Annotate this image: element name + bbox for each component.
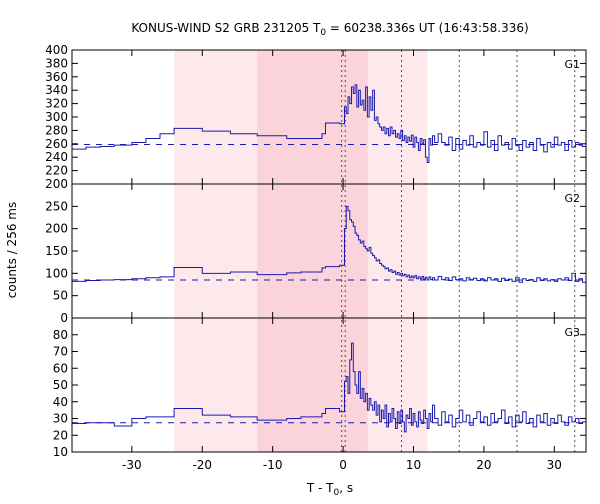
x-label-subscript: 0 xyxy=(334,488,340,498)
y-tick-label: 80 xyxy=(53,328,68,342)
shaded-region-1 xyxy=(257,50,368,452)
light-curve-g1 xyxy=(72,84,586,164)
y-axis-label: counts / 256 ms xyxy=(5,202,19,298)
x-tick-label: 30 xyxy=(547,458,562,472)
y-tick-label: 20 xyxy=(53,428,68,442)
x-tick-label: 20 xyxy=(476,458,491,472)
panel-label-g2: G2 xyxy=(564,192,580,205)
y-tick-label: 320 xyxy=(45,97,68,111)
y-tick-label: 10 xyxy=(53,445,68,459)
y-tick-label: 200 xyxy=(45,177,68,191)
y-tick-label: 40 xyxy=(53,395,68,409)
title-subscript: 0 xyxy=(320,28,326,38)
y-tick-label: 360 xyxy=(45,70,68,84)
y-tick-label: 300 xyxy=(45,110,68,124)
panel-frame xyxy=(71,317,587,453)
x-label-prefix: T - T xyxy=(306,481,334,495)
y-tick-label: 50 xyxy=(53,378,68,392)
y-tick-label: 150 xyxy=(45,244,68,258)
x-tick-label: -30 xyxy=(122,458,142,472)
y-tick-label: 30 xyxy=(53,412,68,426)
y-tick-label: 200 xyxy=(45,222,68,236)
panel-label-g1: G1 xyxy=(564,58,580,71)
y-tick-label: 50 xyxy=(53,289,68,303)
x-axis-label: T - T0, s xyxy=(306,481,353,498)
y-tick-label: 0 xyxy=(60,311,68,325)
y-tick-label: 240 xyxy=(45,150,68,164)
x-tick-label: 0 xyxy=(339,458,347,472)
y-tick-label: 70 xyxy=(53,345,68,359)
x-tick-label: -20 xyxy=(192,458,212,472)
y-tick-label: 280 xyxy=(45,123,68,137)
title-prefix: KONUS-WIND S2 GRB 231205 T xyxy=(131,21,321,35)
y-tick-label: 400 xyxy=(45,43,68,57)
title-suffix: = 60238.336s UT (16:43:58.336) xyxy=(326,21,529,35)
plot-area: 200220240260280300320340360380400G105010… xyxy=(45,43,587,472)
chart-title: KONUS-WIND S2 GRB 231205 T0 = 60238.336s… xyxy=(131,21,528,38)
y-tick-label: 250 xyxy=(45,199,68,213)
y-tick-label: 380 xyxy=(45,56,68,70)
y-tick-label: 340 xyxy=(45,83,68,97)
y-tick-label: 60 xyxy=(53,361,68,375)
x-label-suffix: , s xyxy=(339,481,353,495)
x-tick-label: -10 xyxy=(263,458,283,472)
y-tick-label: 260 xyxy=(45,137,68,151)
x-tick-label: 10 xyxy=(406,458,421,472)
light-curve-g2 xyxy=(72,205,586,283)
panel-g3: 10 20 30 40 50 60 70 80 G3 xyxy=(53,317,587,459)
y-tick-label: 220 xyxy=(45,164,68,178)
light-curve-g3 xyxy=(72,342,586,433)
y-tick-label: 100 xyxy=(45,266,68,280)
panel-label-g3: G3 xyxy=(564,326,580,339)
